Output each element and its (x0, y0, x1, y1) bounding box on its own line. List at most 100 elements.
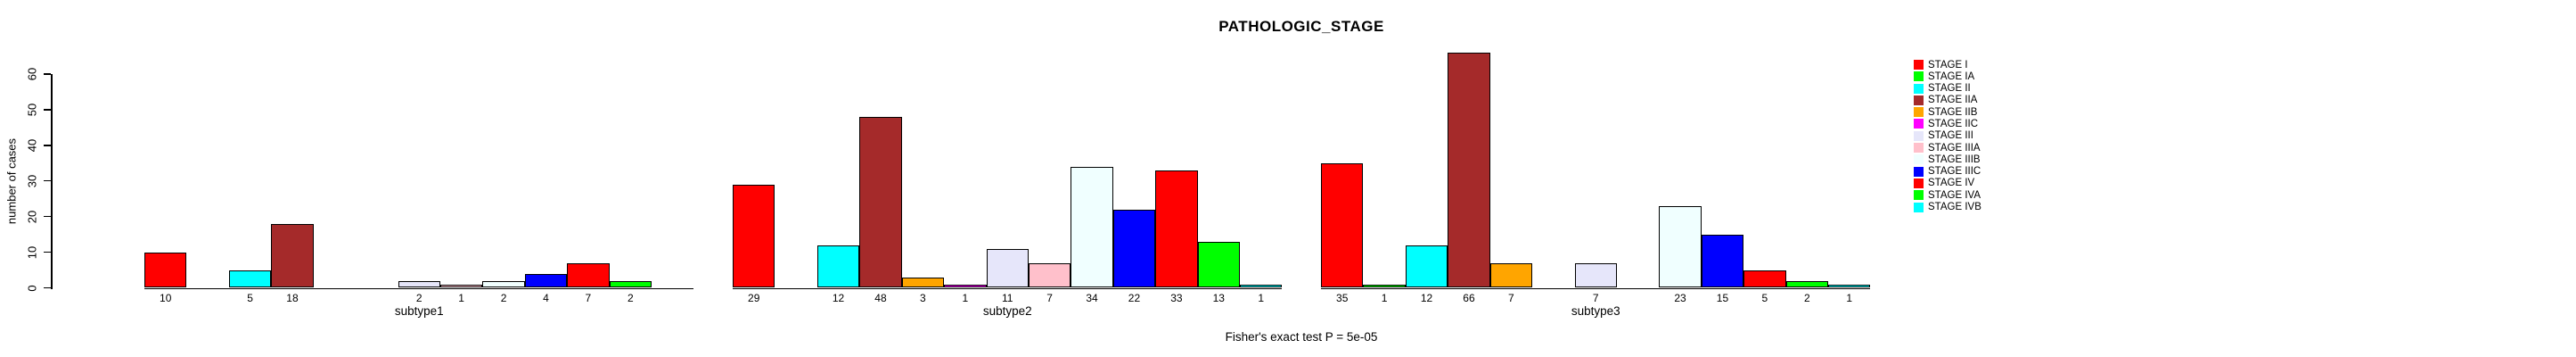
group-label-subtype1: subtype1 (394, 304, 444, 318)
legend-label: STAGE II (1928, 83, 1971, 95)
bar-value-label: 48 (874, 292, 887, 304)
y-tick-mark (44, 179, 51, 182)
x-axis-baseline-subtype3 (1321, 287, 1871, 289)
legend-swatch (1914, 154, 1924, 165)
bar-stage-iia-subtype1 (271, 223, 314, 288)
bar-value-label: 5 (1761, 292, 1768, 304)
bar-stage-i-subtype1 (144, 252, 187, 288)
chart-title: PATHOLOGIC_STAGE (1218, 18, 1384, 35)
bar-stage-iii-subtype2 (986, 248, 1029, 288)
bar-stage-iic-subtype2 (944, 284, 987, 288)
y-axis-line (51, 74, 53, 289)
legend-label: STAGE IIIC (1928, 166, 1981, 178)
legend-swatch (1914, 178, 1924, 188)
y-tick-mark (44, 145, 51, 146)
legend-swatch (1914, 202, 1924, 212)
bar-value-label: 4 (543, 292, 549, 304)
bar-stage-ivb-subtype2 (1240, 284, 1283, 288)
y-tick-label: 0 (25, 284, 39, 292)
legend-label: STAGE IIIA (1928, 142, 1981, 154)
bar-value-label: 66 (1463, 292, 1475, 304)
bar-value-label: 12 (1420, 292, 1433, 304)
bar-value-label: 18 (286, 292, 299, 304)
bar-value-label: 7 (1508, 292, 1514, 304)
legend-label: STAGE IIC (1928, 118, 1979, 129)
bar-value-label: 23 (1674, 292, 1686, 304)
bar-value-label: 33 (1170, 292, 1183, 304)
y-tick-mark (44, 251, 51, 253)
y-tick-label: 20 (25, 210, 39, 223)
bar-value-label: 2 (627, 292, 634, 304)
bar-value-label: 29 (748, 292, 760, 304)
legend-swatch (1914, 60, 1924, 70)
bar-value-label: 35 (1336, 292, 1349, 304)
bar-stage-iiib-subtype3 (1659, 205, 1702, 288)
bar-stage-i-subtype2 (733, 184, 775, 288)
legend-swatch (1914, 143, 1924, 154)
bar-value-label: 3 (920, 292, 926, 304)
legend-swatch (1914, 190, 1924, 201)
legend-label: STAGE IVA (1928, 189, 1981, 201)
bar-value-label: 1 (1258, 292, 1265, 304)
bar-stage-iv-subtype3 (1743, 270, 1786, 288)
legend-label: STAGE IIIB (1928, 154, 1981, 165)
bar-stage-iva-subtype3 (1785, 280, 1829, 288)
legend-swatch (1914, 71, 1924, 82)
legend-label: STAGE IV (1928, 178, 1975, 189)
bar-value-label: 12 (832, 292, 845, 304)
legend-label: STAGE IIB (1928, 106, 1978, 118)
y-tick-label: 10 (25, 245, 39, 259)
y-tick-mark (44, 73, 51, 75)
bar-value-label: 11 (1001, 292, 1013, 304)
bar-stage-iiib-subtype1 (482, 280, 525, 288)
x-axis-baseline-subtype1 (144, 287, 694, 289)
bar-value-label: 2 (1803, 292, 1810, 304)
group-label-subtype2: subtype2 (982, 304, 1032, 318)
bar-stage-iii-subtype3 (1574, 262, 1617, 288)
bar-stage-iiic-subtype3 (1701, 234, 1744, 288)
legend-swatch (1914, 166, 1924, 177)
bar-stage-ia-subtype3 (1363, 284, 1406, 288)
bar-stage-iia-subtype3 (1448, 53, 1490, 288)
bar-stage-ivb-subtype3 (1828, 284, 1871, 288)
legend-label: STAGE III (1928, 130, 1973, 142)
bar-stage-i-subtype3 (1321, 162, 1364, 288)
bar-stage-ii-subtype1 (228, 270, 272, 288)
bar-value-label: 5 (247, 292, 253, 304)
bar-value-label: 1 (1846, 292, 1853, 304)
bar-stage-iib-subtype2 (901, 277, 945, 288)
bar-stage-iiia-subtype2 (1028, 262, 1071, 288)
y-axis-title: number of cases (4, 137, 19, 225)
bar-value-label: 34 (1086, 292, 1098, 304)
x-axis-baseline-subtype2 (733, 287, 1283, 289)
bar-stage-iiic-subtype2 (1112, 209, 1156, 288)
bar-stage-iva-subtype1 (609, 280, 652, 288)
legend-label: STAGE IIA (1928, 95, 1978, 106)
bar-stage-iib-subtype3 (1489, 262, 1533, 288)
bar-stage-iv-subtype1 (567, 262, 610, 288)
bar-stage-iva-subtype2 (1197, 241, 1241, 288)
group-label-subtype3: subtype3 (1571, 304, 1620, 318)
y-tick-label: 50 (25, 103, 39, 117)
bar-value-label: 1 (458, 292, 464, 304)
y-tick-label: 30 (25, 174, 39, 187)
fisher-test-annotation: Fisher's exact test P = 5e-05 (1225, 330, 1378, 344)
legend-label: STAGE I (1928, 59, 1968, 71)
bar-value-label: 1 (1381, 292, 1388, 304)
bar-stage-iv-subtype2 (1155, 170, 1198, 288)
bar-value-label: 2 (415, 292, 422, 304)
bar-value-label: 7 (1592, 292, 1599, 304)
bar-value-label: 15 (1716, 292, 1729, 304)
bar-stage-ii-subtype2 (816, 245, 860, 288)
bar-value-label: 7 (1046, 292, 1053, 304)
bar-stage-ii-subtype3 (1405, 245, 1448, 288)
legend-swatch (1914, 95, 1924, 105)
bar-stage-iiib-subtype2 (1071, 166, 1113, 288)
bar-stage-iiic-subtype1 (524, 273, 568, 288)
bar-value-label: 1 (962, 292, 969, 304)
legend-swatch (1914, 130, 1924, 141)
y-tick-label: 60 (25, 67, 39, 81)
y-tick-mark (44, 109, 51, 111)
bar-value-label: 13 (1212, 292, 1225, 304)
bar-stage-iii-subtype1 (398, 280, 440, 288)
